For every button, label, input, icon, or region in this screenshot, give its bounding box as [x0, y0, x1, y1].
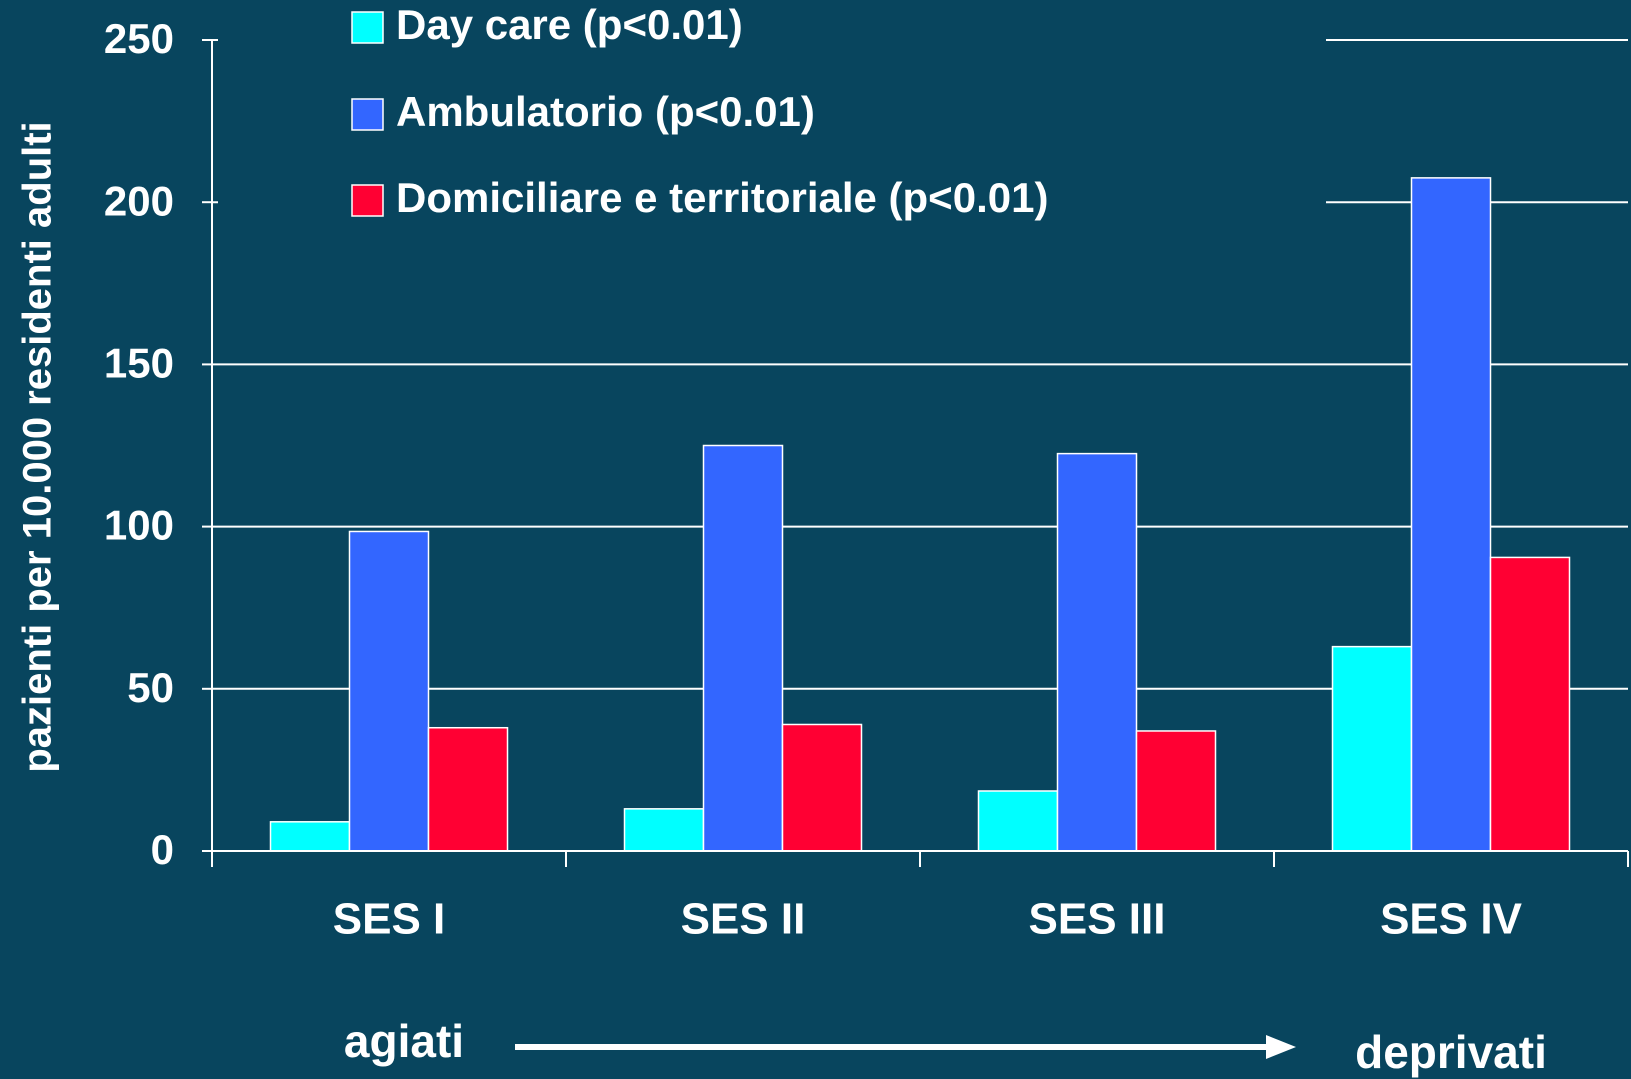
y-tick-label: 50: [127, 664, 174, 711]
y-tick-label: 100: [104, 502, 174, 549]
bar: [781, 723, 863, 852]
legend: Day care (p<0.01) Ambulatorio (p<0.01) Dom…: [351, 1, 1048, 221]
bar: [427, 726, 509, 852]
bar: [1331, 645, 1413, 852]
y-tick-label: 150: [104, 339, 174, 386]
x-tick-label: SES II: [681, 895, 806, 944]
y-tick-label: 0: [151, 826, 174, 873]
bar: [1135, 730, 1217, 852]
bar: [1056, 452, 1138, 852]
y-tick-label: 250: [104, 15, 174, 62]
bars: [269, 177, 1571, 852]
legend-swatch: [351, 11, 384, 44]
axes: 0 50 100 150 200 250 SES I SES II SES III SES IV: [104, 15, 1629, 944]
y-tick-label: 200: [104, 177, 174, 224]
bar: [1489, 556, 1571, 852]
legend-label: Domiciliare e territoriale (p<0.01): [396, 174, 1048, 221]
legend-label: Ambulatorio (p<0.01): [396, 88, 815, 135]
legend-label: Day care (p<0.01): [396, 1, 743, 48]
legend-swatch: [351, 184, 384, 217]
arrow-head: [1266, 1035, 1296, 1059]
bar: [269, 821, 351, 852]
y-axis-label: pazienti per 10.000 residenti adulti: [16, 121, 60, 772]
legend-background: [218, 0, 1326, 228]
bar: [977, 790, 1059, 852]
bar: [623, 808, 705, 852]
bar: [702, 444, 784, 852]
x-tick-label: SES I: [333, 895, 446, 944]
legend-swatch: [351, 98, 384, 131]
x-tick-label: SES III: [1029, 895, 1166, 944]
bar: [1410, 177, 1492, 852]
annotation-right: deprivati: [1355, 1026, 1547, 1078]
annotation-left: agiati: [344, 1015, 464, 1067]
x-tick-label: SES IV: [1380, 895, 1522, 944]
bar: [348, 530, 430, 852]
